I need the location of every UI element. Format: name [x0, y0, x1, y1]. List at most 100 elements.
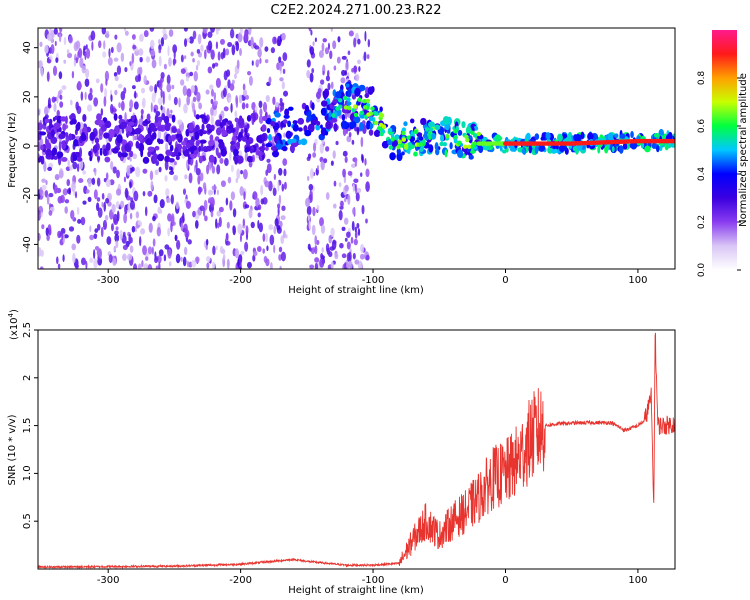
spectrogram-noise-mark: [105, 30, 110, 39]
spectrogram-noise-mark: [107, 57, 113, 66]
spectrogram-noise-mark: [341, 69, 346, 77]
spectrogram-noise-mark: [365, 168, 370, 178]
spectrogram-noise-mark: [152, 215, 156, 222]
spectrogram-band-mark: [73, 139, 79, 147]
spectrogram-noise-mark: [335, 140, 339, 146]
spectrogram-band-mark: [300, 138, 308, 146]
colorbar-tick-label: 0.8: [697, 71, 707, 86]
spectrogram-noise-mark: [232, 225, 236, 233]
spectrogram-noise-mark: [352, 252, 356, 260]
spectrogram-noise-mark: [207, 31, 213, 38]
spectrogram-noise-mark: [281, 183, 285, 192]
spectrogram-band-mark: [92, 144, 98, 154]
spectrogram-noise-mark: [134, 75, 140, 83]
spectrogram-noise-mark: [260, 198, 265, 205]
spectrogram-noise-mark: [231, 79, 235, 85]
spectrogram-noise-mark: [72, 252, 76, 264]
spectrogram-noise-mark: [339, 242, 344, 249]
spectrogram-noise-mark: [132, 153, 138, 160]
spectrogram-noise-mark: [320, 79, 325, 85]
spectrogram-noise-mark: [180, 79, 185, 86]
spectrogram-noise-mark: [124, 112, 127, 123]
spectrogram-noise-mark: [325, 75, 330, 82]
spectrogram-noise-mark: [264, 180, 270, 188]
spectrogram-noise-mark: [242, 89, 248, 97]
spectrogram-noise-mark: [168, 93, 172, 101]
spectrogram-noise-mark: [189, 71, 194, 77]
spectrogram-noise-mark: [237, 223, 243, 235]
spectrogram-band-mark: [264, 146, 269, 152]
spectrogram-band-mark: [244, 147, 248, 153]
spectrogram-noise-mark: [85, 44, 88, 50]
spectrogram-noise-mark: [162, 94, 165, 105]
spectrogram-noise-mark: [353, 65, 358, 73]
spectrogram-band-mark: [249, 148, 253, 154]
spectrogram-noise-mark: [160, 37, 165, 47]
colorbar-tick-label: 0.0: [697, 263, 707, 278]
spectrogram-band-mark: [128, 150, 134, 158]
spectrogram-band-mark: [124, 143, 130, 152]
spectrogram-noise-mark: [153, 194, 158, 204]
spectrogram-noise-mark: [59, 101, 64, 108]
spectrogram-noise-mark: [170, 109, 173, 114]
spectrogram-noise-mark: [102, 219, 107, 230]
spectrogram-noise-mark: [131, 52, 135, 64]
spectrogram-noise-mark: [276, 224, 281, 231]
spectrogram-noise-mark: [97, 255, 100, 261]
spectrogram-noise-mark: [165, 142, 169, 152]
spectrogram-noise-mark: [89, 234, 95, 241]
spectrogram-band-mark: [53, 122, 61, 130]
spectrogram-noise-mark: [158, 38, 161, 45]
spectrogram-noise-mark: [325, 146, 330, 152]
spectrogram-band-mark: [201, 123, 205, 131]
spectrogram-noise-mark: [192, 210, 196, 218]
spectrogram-band-mark: [206, 123, 212, 129]
spectrogram-noise-mark: [307, 243, 311, 251]
spectrogram-noise-mark: [153, 108, 157, 113]
spectrogram-noise-mark: [84, 91, 87, 100]
spectrogram-noise-mark: [114, 75, 119, 82]
spectrogram-noise-mark: [46, 33, 53, 41]
spectrogram-noise-mark: [274, 217, 279, 227]
spectrogram-noise-mark: [58, 33, 62, 43]
spectrogram-noise-mark: [265, 258, 270, 267]
spectrogram-noise-mark: [79, 57, 84, 69]
spectrogram-noise-mark: [345, 61, 349, 71]
spectrogram-peak-mark: [466, 144, 472, 150]
spectrogram-noise-mark: [150, 102, 153, 113]
spectrogram-noise-mark: [329, 50, 333, 60]
spectrogram-band-mark: [265, 143, 273, 148]
spectrogram-band-mark: [108, 128, 115, 139]
spectrogram-noise-mark: [180, 256, 183, 262]
spectrogram-band-mark: [368, 116, 374, 122]
spectrogram-noise-mark: [205, 245, 208, 250]
spectrogram-noise-mark: [202, 28, 208, 34]
spectrogram-noise-mark: [165, 188, 170, 197]
spectrogram-noise-mark: [186, 88, 192, 98]
spectrogram-noise-mark: [109, 103, 114, 114]
spectrogram-noise-mark: [229, 83, 235, 91]
spectrogram-band-mark: [418, 136, 424, 141]
spectrogram-noise-mark: [245, 225, 249, 236]
spectrogram-noise-mark: [217, 51, 221, 61]
spectrogram-noise-mark: [314, 37, 317, 42]
spectrogram-noise-mark: [307, 214, 310, 222]
spectrogram-noise-mark: [351, 139, 355, 145]
spectrogram-noise-mark: [279, 101, 285, 107]
spectrogram-noise-mark: [54, 40, 57, 47]
spectrogram-noise-mark: [242, 83, 246, 91]
spectrogram-band-mark: [349, 121, 357, 128]
spectrogram-noise-mark: [338, 182, 342, 188]
spectrogram-band-mark: [655, 145, 660, 153]
spectrogram-noise-mark: [111, 203, 116, 213]
spectrogram-noise-mark: [199, 172, 204, 182]
spectrogram-noise-mark: [140, 228, 146, 235]
spectrogram-noise-mark: [306, 70, 311, 79]
spectrogram-noise-mark: [364, 158, 367, 166]
spectrogram-noise-mark: [283, 181, 287, 190]
spectrogram-noise-mark: [310, 247, 315, 255]
spectrogram-band-mark: [246, 123, 250, 130]
spectrogram-band-mark: [168, 157, 175, 163]
spectrogram-noise-mark: [98, 40, 102, 49]
spectrogram-band-mark: [208, 154, 215, 163]
